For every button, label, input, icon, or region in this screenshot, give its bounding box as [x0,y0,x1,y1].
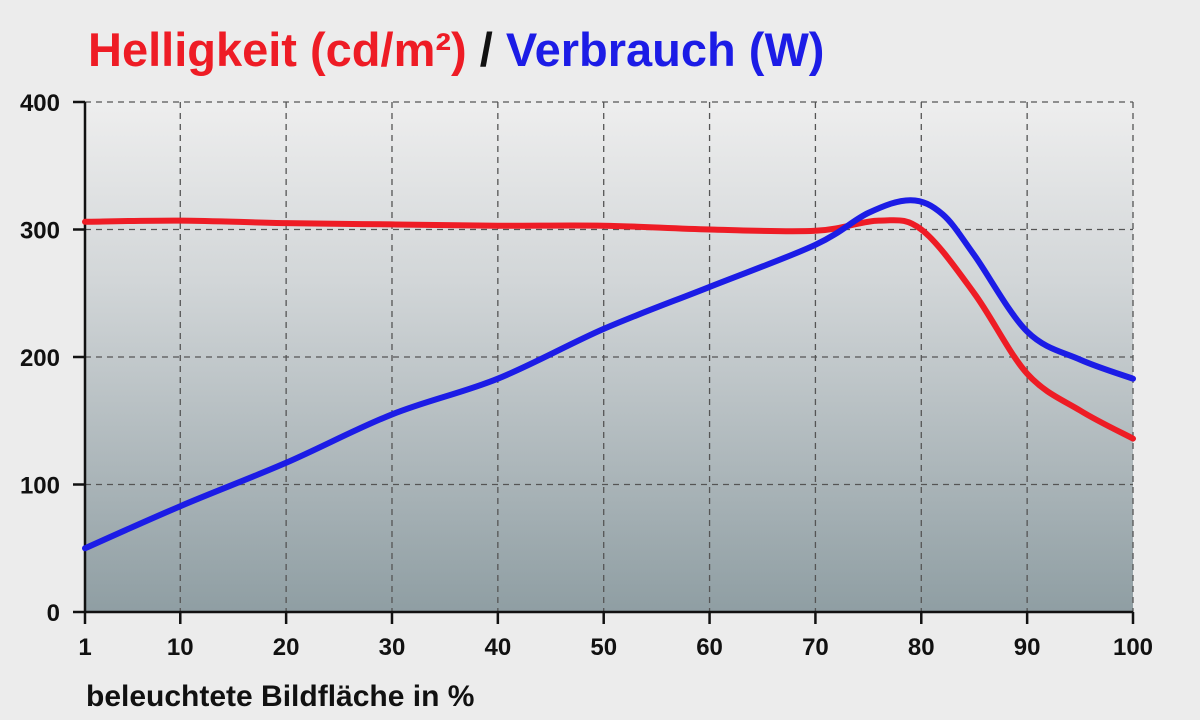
x-tick-label: 10 [167,634,194,661]
x-axis-label: beleuchtete Bildfläche in % [86,680,474,713]
x-tick-label: 60 [696,634,723,661]
x-tick-label: 30 [379,634,406,661]
y-tick-label: 300 [20,218,60,245]
grid [85,101,1134,612]
tick-labels: 1 10 20 30 40 50 60 70 80 90 100 0 100 200 300 400 [20,90,1153,661]
chart-title-part1: Helligkeit (cd/m²) [88,23,467,76]
chart-title: Helligkeit (cd/m²) / Verbrauch (W) [88,23,824,76]
x-tick-label: 70 [802,634,829,661]
axes [73,100,1135,624]
x-tick-label: 40 [484,634,511,661]
x-tick-label: 20 [273,634,300,661]
y-tick-label: 400 [20,90,60,117]
chart-title-separator: / [467,23,506,76]
verbrauch-series-line [82,197,1136,552]
y-tick-label: 0 [47,600,60,627]
x-tick-label: 80 [908,634,935,661]
helligkeit-series-line [82,217,1136,442]
series [82,197,1136,552]
x-tick-label: 90 [1014,634,1041,661]
y-tick-label: 100 [20,473,60,500]
x-tick-label: 1 [78,634,91,661]
y-tick-label: 200 [20,345,60,372]
x-tick-label: 100 [1113,634,1153,661]
x-tick-label: 50 [590,634,617,661]
chart-title-part2: Verbrauch (W) [506,23,825,76]
